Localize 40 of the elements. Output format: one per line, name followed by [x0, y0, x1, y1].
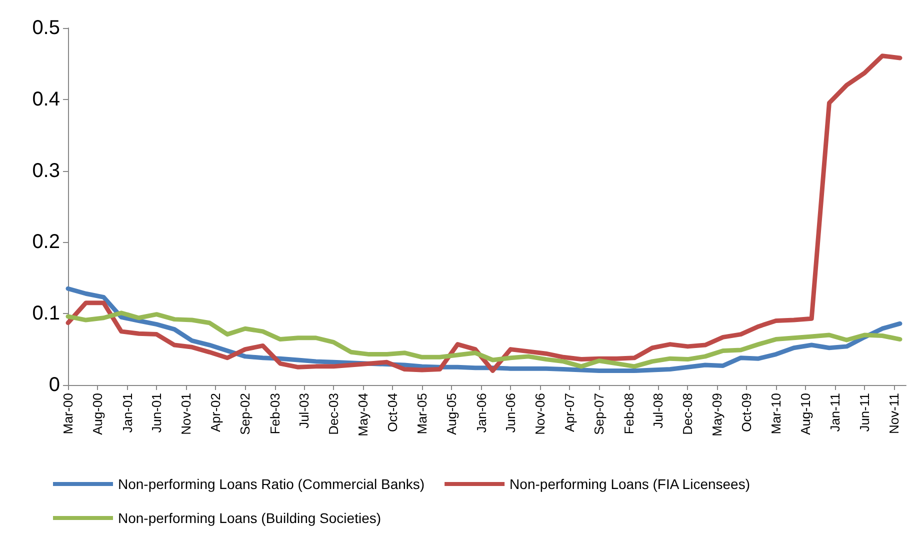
legend-label: Non-performing Loans (FIA Licensees)	[510, 476, 750, 492]
x-tick-label: Aug-05	[444, 393, 460, 435]
x-tick-label: Sep-02	[238, 393, 253, 435]
x-tick-label: Jan-01	[120, 393, 135, 433]
x-tick-label: May-04	[356, 393, 371, 436]
x-tick-label: Dec-03	[326, 393, 342, 435]
x-tick-label: Jun-01	[149, 393, 164, 433]
y-tick-label: 0.3	[32, 160, 60, 182]
y-tick-label: 0.4	[32, 88, 60, 110]
x-tick-label: Dec-08	[680, 393, 696, 435]
y-tick-label: 0.1	[32, 302, 60, 325]
x-tick-label: Oct-09	[739, 393, 754, 432]
legend-label: Non-performing Loans (Building Societies)	[118, 510, 382, 526]
x-tick-label: Mar-00	[60, 393, 76, 434]
x-tick-label: Jan-11	[828, 393, 843, 432]
legend-label: Non-performing Loans Ratio (Commercial Banks)	[118, 476, 425, 492]
x-tick-label: Jul-03	[296, 393, 312, 428]
x-tick-label: Feb-08	[621, 393, 636, 434]
y-tick-label: 0	[48, 374, 60, 396]
x-tick-label: Feb-03	[267, 393, 282, 434]
line-series	[66, 310, 902, 369]
x-tick-label: Jun-11	[857, 393, 872, 432]
x-tick-label: Jan-06	[474, 393, 489, 433]
x-tick-label: Jul-08	[650, 393, 666, 428]
x-tick-label: Mar-05	[414, 393, 430, 434]
y-tick-label: 0.2	[32, 231, 60, 254]
x-tick-label: Apr-07	[562, 393, 577, 432]
x-tick-label: Aug-00	[90, 393, 106, 435]
x-tick-label: Mar-10	[768, 393, 784, 434]
x-tick-label: Nov-06	[532, 393, 548, 435]
line-series	[66, 54, 902, 373]
x-tick-label: Apr-02	[208, 393, 224, 432]
y-tick-label: 0.5	[32, 17, 60, 39]
x-tick-label: Nov-11	[886, 393, 902, 434]
x-tick-label: Aug-10	[798, 393, 814, 435]
x-tick-label: Nov-01	[178, 393, 194, 435]
x-tick-label: Sep-07	[592, 393, 607, 435]
x-tick-label: May-09	[710, 393, 724, 436]
x-tick-label: Oct-04	[385, 393, 400, 432]
x-tick-label: Jun-06	[503, 393, 518, 433]
